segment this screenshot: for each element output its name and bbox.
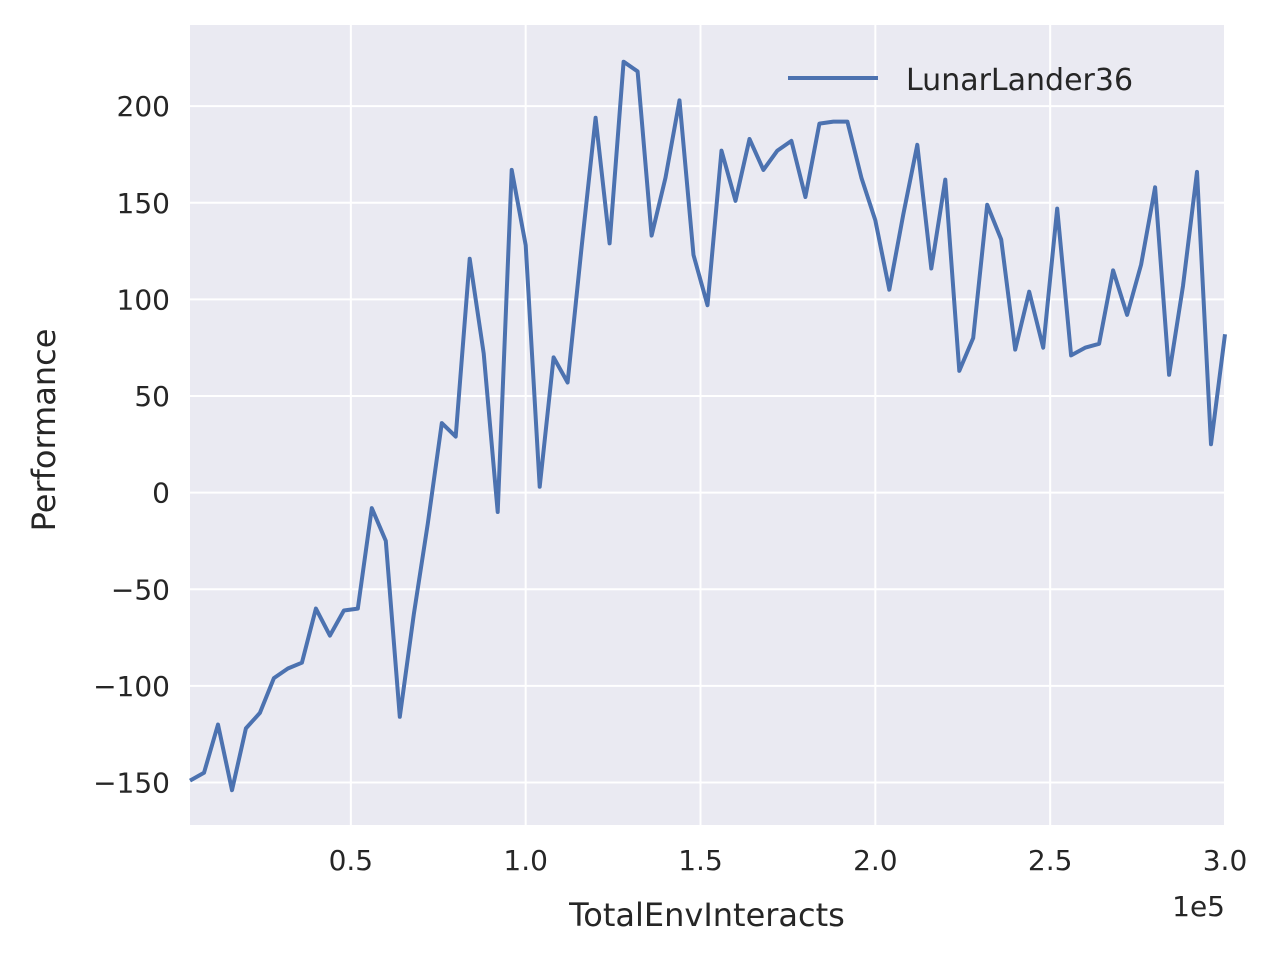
series-line [189,59,1227,793]
x-tick-label: 1.0 [503,844,548,877]
x-offset-label: 1e5 [1172,890,1225,923]
x-tick-labels: 0.5 1.0 1.5 2.0 2.5 3.0 [329,844,1248,877]
x-tick-label: 1.5 [678,844,723,877]
y-tick-labels: −150 −100 −50 0 50 100 150 200 [93,90,170,799]
y-tick-label: 50 [134,380,170,413]
legend: LunarLander36 [788,63,1133,98]
y-tick-label: −100 [93,670,170,703]
x-tick-label: 3.0 [1203,844,1248,877]
grid-lines [190,25,1226,825]
y-tick-label: 150 [117,187,170,220]
y-tick-label: −50 [111,573,170,606]
x-tick-label: 2.5 [1028,844,1073,877]
legend-label: LunarLander36 [906,63,1133,98]
y-tick-label: 200 [117,90,170,123]
x-tick-label: 0.5 [329,844,374,877]
series-layer [189,59,1227,793]
y-tick-label: 0 [152,477,170,510]
x-axis-label: TotalEnvInteracts [568,896,845,934]
x-tick-label: 2.0 [853,844,898,877]
y-tick-label: 100 [117,283,170,316]
plot-background [190,25,1225,825]
y-axis-label: Performance [25,329,63,532]
y-tick-label: −150 [93,766,170,799]
